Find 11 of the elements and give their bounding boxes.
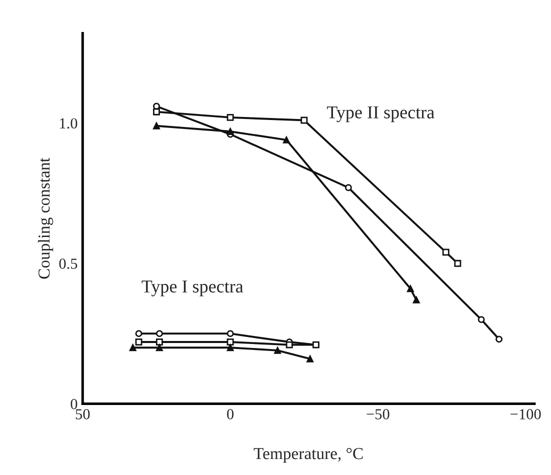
- y-tick-label: 1.0: [60, 118, 78, 129]
- x-tick-label: 50: [76, 409, 90, 420]
- x-tick-label: −100: [510, 409, 541, 420]
- y-tick-label: 0: [70, 398, 78, 410]
- x-axis-title: Temperature, °C: [254, 448, 363, 463]
- annotation: Type I spectra: [142, 280, 244, 296]
- annotation: Type II spectra: [326, 106, 434, 122]
- y-axis-title: Coupling constant: [38, 158, 54, 279]
- y-tick-label: 0.5: [59, 258, 78, 269]
- x-tick-label: 0: [227, 409, 234, 420]
- x-tick-label: −50: [366, 409, 390, 420]
